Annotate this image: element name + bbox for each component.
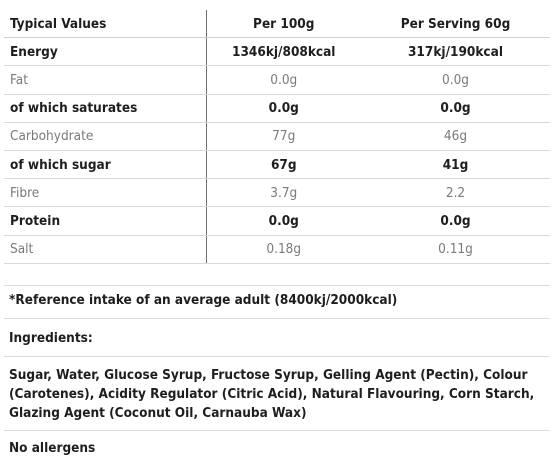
table-row: Energy 1346kj/808kcal 317kj/190kcal (4, 37, 550, 67)
table-row: Fat 0.0g 0.0g (4, 65, 550, 95)
reference-intake-note: *Reference intake of an average adult (8… (9, 292, 398, 308)
per-100g-value: 0.18g (205, 235, 361, 264)
per-100g-value: 0.0g (205, 94, 361, 123)
nutrient-name: of which sugar (4, 150, 206, 180)
header-per-serving: Per Serving 60g (361, 10, 550, 39)
table-row: Carbohydrate 77g 46g (4, 122, 550, 151)
nutrient-name: Carbohydrate (4, 122, 206, 151)
per-serving-value: 41g (361, 150, 550, 180)
table-row: Protein 0.0g 0.0g (4, 206, 550, 236)
per-serving-value: 2.2 (361, 178, 550, 208)
nutrition-table: Typical Values Per 100g Per Serving 60g … (4, 10, 550, 264)
nutrient-name: Fibre (4, 178, 206, 208)
header-typical-values: Typical Values (4, 10, 206, 39)
divider (4, 318, 550, 319)
table-row: of which saturates 0.0g 0.0g (4, 94, 550, 123)
nutrient-name: Energy (4, 37, 206, 67)
table-row: Fibre 3.7g 2.2 (4, 178, 550, 208)
per-serving-value: 0.0g (361, 94, 550, 123)
per-100g-value: 67g (205, 150, 361, 180)
table-row: of which sugar 67g 41g (4, 150, 550, 180)
table-header-row: Typical Values Per 100g Per Serving 60g (4, 10, 550, 39)
per-serving-value: 0.0g (361, 206, 550, 236)
per-100g-value: 0.0g (205, 65, 361, 95)
divider (4, 430, 550, 431)
divider (4, 356, 550, 357)
nutrient-name: Fat (4, 65, 206, 95)
per-100g-value: 3.7g (205, 178, 361, 208)
per-serving-value: 317kj/190kcal (361, 37, 550, 67)
per-serving-value: 0.0g (361, 65, 550, 95)
per-100g-value: 77g (205, 122, 361, 151)
per-serving-value: 0.11g (361, 235, 550, 264)
nutrient-name: Salt (4, 235, 206, 264)
table-row: Salt 0.18g 0.11g (4, 235, 550, 264)
nutrition-table-body: Energy 1346kj/808kcal 317kj/190kcal Fat … (4, 37, 550, 264)
nutrient-name: Protein (4, 206, 206, 236)
per-100g-value: 0.0g (205, 206, 361, 236)
ingredients-heading: Ingredients: (9, 330, 93, 346)
per-serving-value: 46g (361, 122, 550, 151)
nutrient-name: of which saturates (4, 94, 206, 123)
allergens-statement: No allergens (9, 440, 96, 456)
divider (4, 285, 550, 286)
header-per-100g: Per 100g (205, 10, 361, 39)
per-100g-value: 1346kj/808kcal (205, 37, 361, 67)
ingredients-list: Sugar, Water, Glucose Syrup, Fructose Sy… (9, 367, 535, 421)
